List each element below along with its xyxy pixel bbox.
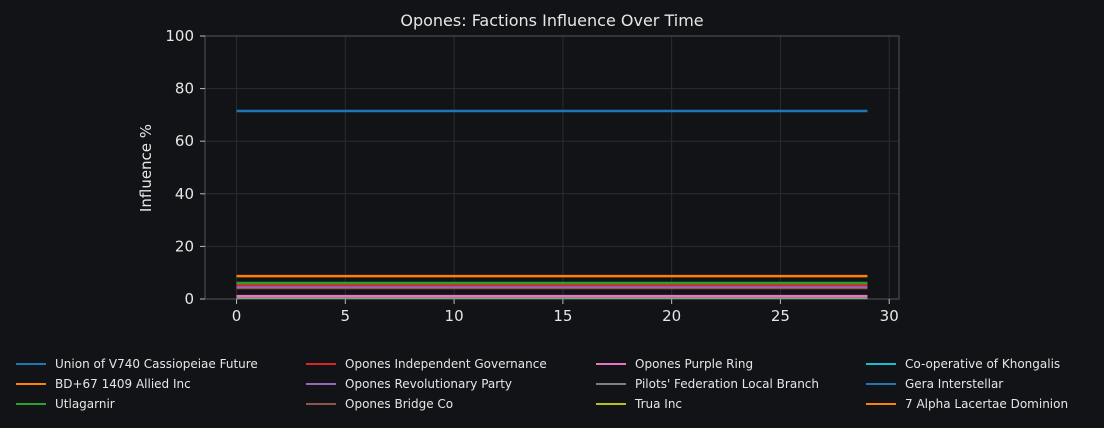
legend-label: Opones Revolutionary Party (345, 377, 513, 391)
legend-label: Opones Bridge Co (345, 397, 454, 411)
chart-title: Opones: Factions Influence Over Time (400, 11, 703, 30)
y-tick-label: 0 (184, 290, 194, 308)
legend-item: Trua Inc (596, 395, 866, 413)
x-tick-label: 10 (445, 307, 464, 325)
legend-swatch (596, 383, 626, 385)
legend: Union of V740 Cassiopeiae Future Opones I… (16, 355, 1104, 413)
legend-label: Union of V740 Cassiopeiae Future (55, 357, 258, 371)
legend-item: BD+67 1409 Allied Inc (16, 375, 306, 393)
legend-swatch (306, 383, 336, 385)
y-tick-label: 40 (175, 185, 194, 203)
legend-item: Utlagarnir (16, 395, 306, 413)
legend-label: 7 Alpha Lacertae Dominion (905, 397, 1069, 411)
legend-item: Union of V740 Cassiopeiae Future (16, 355, 306, 373)
x-tick-label: 15 (553, 307, 572, 325)
legend-swatch (16, 363, 46, 365)
y-tick-label: 20 (175, 237, 194, 255)
legend-swatch (596, 363, 626, 365)
legend-label: Opones Independent Governance (345, 357, 547, 371)
y-axis-label: Influence % (137, 124, 155, 212)
legend-item: Opones Purple Ring (596, 355, 866, 373)
x-tick-label: 25 (771, 307, 790, 325)
legend-item: 7 Alpha Lacertae Dominion (866, 395, 1104, 413)
legend-item: Opones Bridge Co (306, 395, 596, 413)
x-tick-label: 30 (880, 307, 899, 325)
legend-label: Pilots' Federation Local Branch (635, 377, 820, 391)
legend-label: Opones Purple Ring (635, 357, 754, 371)
legend-item: Opones Independent Governance (306, 355, 596, 373)
legend-item: Co-operative of Khongalis (866, 355, 1104, 373)
x-tick-label: 0 (232, 307, 242, 325)
plot-frame (204, 35, 900, 300)
legend-label: Trua Inc (635, 397, 683, 411)
legend-swatch (16, 383, 46, 385)
legend-swatch (866, 403, 896, 405)
legend-swatch (596, 403, 626, 405)
legend-swatch (306, 363, 336, 365)
chart: Opones: Factions Influence Over Time Inf… (137, 11, 900, 325)
legend-item: Gera Interstellar (866, 375, 1104, 393)
legend-swatch (16, 403, 46, 405)
legend-label: Gera Interstellar (905, 377, 1004, 391)
legend-label: Utlagarnir (55, 397, 115, 411)
legend-label: Co-operative of Khongalis (905, 357, 1061, 371)
y-tick-label: 100 (165, 27, 194, 45)
legend-item: Opones Revolutionary Party (306, 375, 596, 393)
x-tick-label: 20 (662, 307, 681, 325)
legend-swatch (866, 363, 896, 365)
legend-swatch (866, 383, 896, 385)
x-tick-label: 5 (341, 307, 351, 325)
legend-swatch (306, 403, 336, 405)
legend-label: BD+67 1409 Allied Inc (55, 377, 191, 391)
y-tick-label: 80 (175, 80, 194, 98)
y-tick-label: 60 (175, 132, 194, 150)
legend-item: Pilots' Federation Local Branch (596, 375, 866, 393)
